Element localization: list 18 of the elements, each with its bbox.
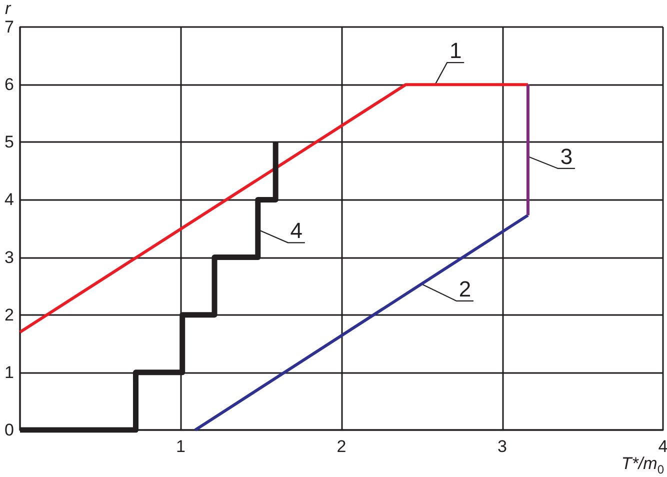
series-label: 2 — [458, 276, 472, 302]
y-tick-label: 7 — [4, 18, 14, 36]
series-label: 3 — [560, 144, 573, 169]
x-tick-label: 3 — [498, 437, 507, 456]
y-axis-title: r — [5, 0, 11, 18]
y-tick-label: 0 — [4, 420, 14, 440]
series-label: 4 — [290, 218, 303, 244]
y-tick-label: 3 — [4, 248, 14, 267]
y-tick-label: 5 — [4, 132, 14, 152]
y-tick-label: 4 — [4, 190, 14, 210]
series-label: 1 — [449, 38, 462, 64]
x-tick-label: 4 — [658, 437, 667, 456]
x-axis-title: T*/m$_{0}$ — [621, 454, 664, 476]
y-tick-label: 6 — [4, 75, 14, 94]
x-tick-label: 1 — [176, 437, 186, 456]
y-tick-label: 1 — [4, 362, 14, 382]
y-tick-label: 2 — [4, 305, 14, 324]
x-tick-label: 2 — [336, 437, 346, 456]
